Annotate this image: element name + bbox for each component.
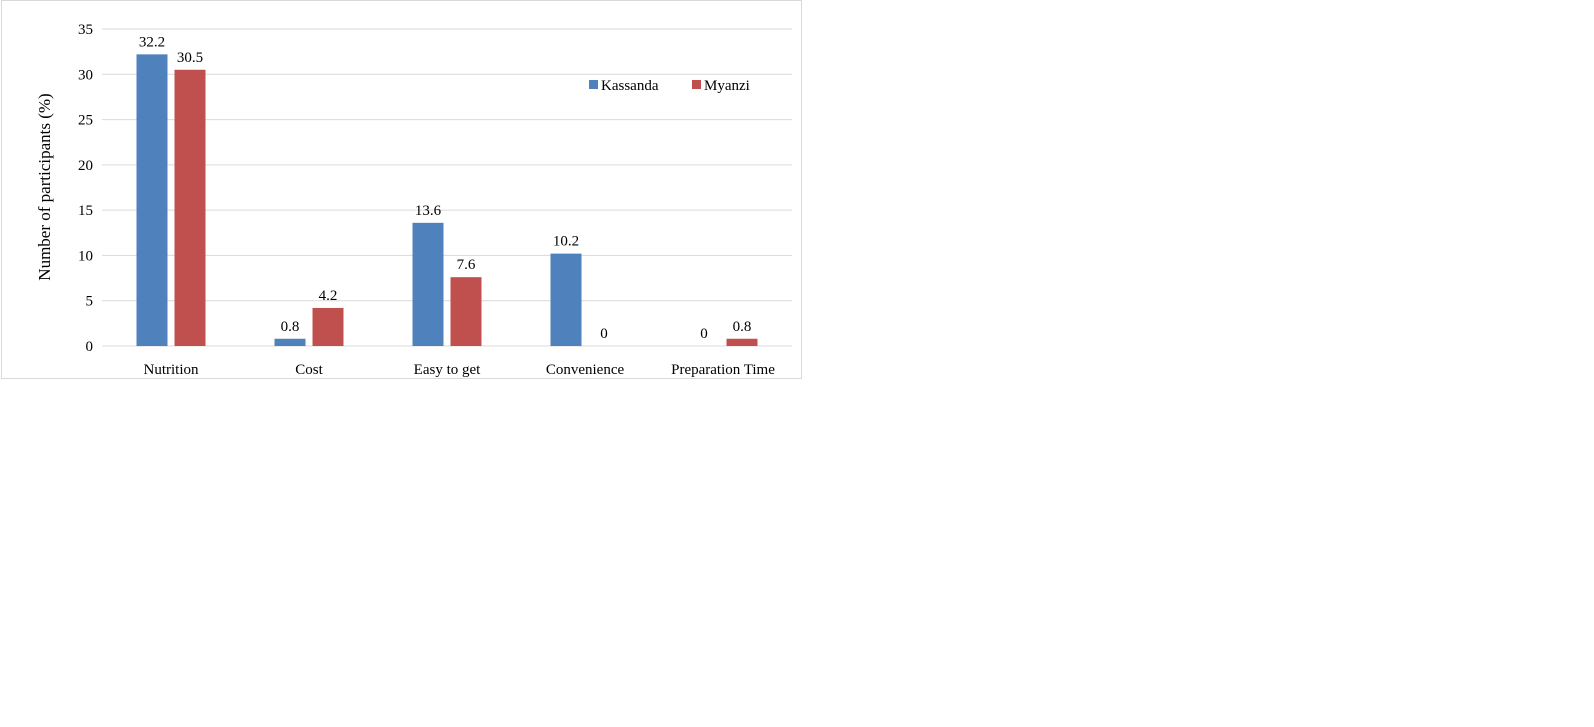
y-tick-label: 10 <box>78 248 93 264</box>
data-label: 0.8 <box>281 319 300 335</box>
chart-frame: 32.2 30.5 0.8 4.2 13.6 7.6 10.2 0 0 0.8 0 5 10 15 20 2… <box>1 0 802 379</box>
y-tick-label: 25 <box>78 113 93 129</box>
y-tick-label: 0 <box>86 339 94 355</box>
bar-myanzi <box>450 277 482 346</box>
bar-myanzi <box>726 338 758 346</box>
x-tick-label: Easy to get <box>414 362 481 378</box>
bar-kassanda <box>136 54 168 347</box>
data-label: 13.6 <box>415 203 442 219</box>
legend-label-myanzi: Myanzi <box>704 78 750 94</box>
data-label: 0 <box>600 326 608 342</box>
y-axis-title: Number of participants (%) <box>35 93 54 280</box>
bar-myanzi <box>312 307 344 346</box>
x-tick-label: Nutrition <box>144 362 199 378</box>
data-label: 0.8 <box>733 319 752 335</box>
data-label: 32.2 <box>139 34 165 50</box>
data-labels: 32.2 30.5 0.8 4.2 13.6 7.6 10.2 0 0 0.8 <box>139 34 752 342</box>
bar-chart: 32.2 30.5 0.8 4.2 13.6 7.6 10.2 0 0 0.8 0 5 10 15 20 2… <box>35 22 792 378</box>
x-tick-label: Convenience <box>546 362 625 378</box>
axis-ticks: 0 5 10 15 20 25 30 35 Nutrition Cost Easy to get Co… <box>78 22 775 378</box>
legend-swatch-kassanda <box>589 80 598 89</box>
legend-swatch-myanzi <box>692 80 701 89</box>
y-tick-label: 15 <box>78 203 93 219</box>
data-label: 30.5 <box>177 50 203 66</box>
data-label: 10.2 <box>553 234 579 250</box>
y-tick-label: 20 <box>78 158 93 174</box>
y-tick-label: 30 <box>78 67 93 83</box>
bar-kassanda <box>274 338 306 346</box>
data-label: 4.2 <box>319 288 338 304</box>
bar-myanzi <box>174 69 206 346</box>
x-tick-label: Preparation Time <box>671 362 775 378</box>
legend-label-kassanda: Kassanda <box>601 78 659 94</box>
y-tick-label: 35 <box>78 22 93 38</box>
gridlines <box>102 28 792 347</box>
bar-kassanda <box>412 222 444 346</box>
bar-kassanda <box>550 253 582 346</box>
data-label: 7.6 <box>457 257 476 273</box>
data-label: 0 <box>700 326 708 342</box>
legend: Kassanda Myanzi <box>589 78 750 94</box>
y-tick-label: 5 <box>86 294 94 310</box>
bars <box>136 54 758 347</box>
x-tick-label: Cost <box>295 362 323 378</box>
